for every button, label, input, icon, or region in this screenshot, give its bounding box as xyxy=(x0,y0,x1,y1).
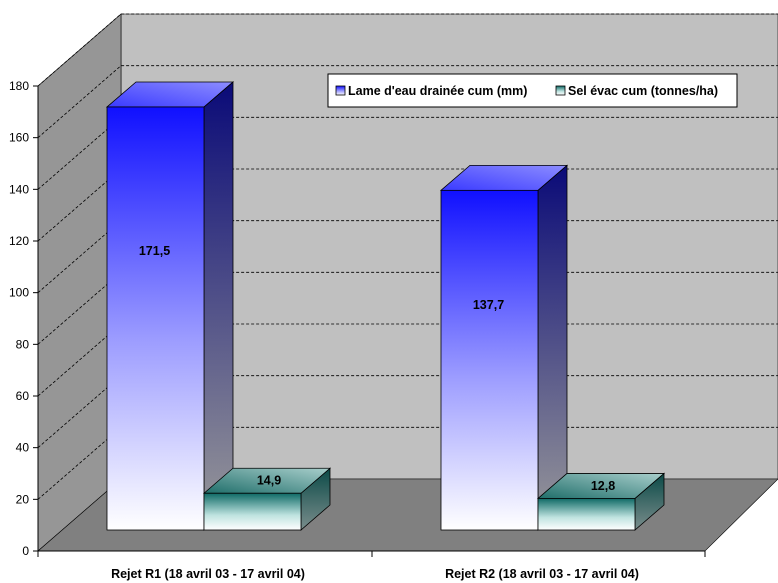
legend-label-series-1: Lame d'eau drainée cum (mm) xyxy=(348,84,527,98)
legend-box xyxy=(327,73,738,108)
y-tick-label: 100 xyxy=(9,286,29,300)
y-tick-label: 20 xyxy=(16,492,30,506)
data-label: 171,5 xyxy=(139,244,170,258)
y-tick-label: 160 xyxy=(9,131,29,145)
bar-2-1 xyxy=(202,467,332,531)
bar-front xyxy=(537,498,636,531)
y-tick-label: 120 xyxy=(9,234,29,248)
gridline xyxy=(37,13,778,87)
bar-1-2 xyxy=(439,164,569,531)
bar-side xyxy=(203,81,234,531)
gridline xyxy=(37,116,778,190)
legend-swatch-series-1 xyxy=(335,85,346,96)
category-axis: Rejet R1 (18 avril 03 - 17 avril 04) Reje… xyxy=(37,550,706,581)
legend-swatch-series-2 xyxy=(555,85,566,96)
bar-front xyxy=(203,492,302,531)
bars xyxy=(105,81,666,531)
x-category-label: Rejet R2 (18 avril 03 - 17 avril 04) xyxy=(445,567,639,581)
value-axis: 0 20 40 60 80 100 120 140 160 180 xyxy=(9,79,39,558)
x-category-label: Rejet R1 (18 avril 03 - 17 avril 04) xyxy=(111,567,305,581)
y-tick-label: 80 xyxy=(16,337,30,351)
y-tick-label: 140 xyxy=(9,182,29,196)
data-label: 137,7 xyxy=(473,298,504,312)
bar-front xyxy=(440,189,539,531)
y-tick-label: 180 xyxy=(9,79,29,93)
gridline xyxy=(37,65,778,138)
data-labels: 171,5 14,9 137,7 12,8 xyxy=(139,244,615,493)
bar-front xyxy=(106,106,205,531)
data-label: 14,9 xyxy=(257,474,281,488)
y-tick-label: 60 xyxy=(16,389,30,403)
data-label: 12,8 xyxy=(591,479,615,493)
bar-side xyxy=(537,164,568,531)
y-tick-label: 40 xyxy=(16,441,30,455)
bar-1-1 xyxy=(105,81,235,531)
bar-2-2 xyxy=(536,472,666,531)
y-tick-label: 0 xyxy=(22,544,29,558)
legend: Lame d'eau drainée cum (mm) Sel évac cum… xyxy=(327,73,738,108)
legend-label-series-2: Sel évac cum (tonnes/ha) xyxy=(568,84,718,98)
